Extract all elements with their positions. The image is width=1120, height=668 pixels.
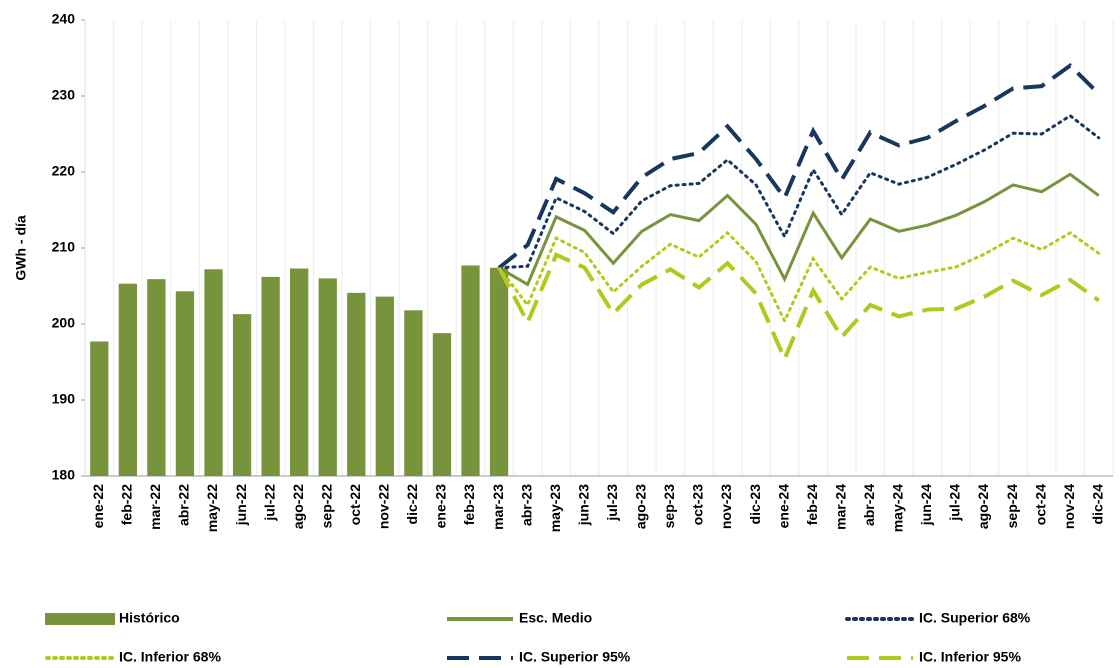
bar bbox=[347, 292, 366, 476]
x-tick-label: sep-22 bbox=[318, 484, 334, 529]
y-tick-label: 240 bbox=[52, 11, 76, 27]
x-tick-label: abr-23 bbox=[518, 484, 534, 526]
legend-label: IC. Superior 68% bbox=[919, 610, 1031, 626]
legend-swatch bbox=[45, 613, 115, 625]
x-tick-label: nov-24 bbox=[1061, 484, 1077, 529]
x-tick-label: ene-24 bbox=[775, 484, 791, 529]
x-tick-label: may-22 bbox=[204, 484, 220, 532]
bar bbox=[147, 279, 166, 476]
legend-label: Histórico bbox=[119, 610, 180, 626]
x-tick-label: mar-23 bbox=[490, 484, 506, 530]
x-tick-label: jun-24 bbox=[918, 484, 934, 526]
legend-label: Esc. Medio bbox=[519, 610, 592, 626]
bar bbox=[232, 314, 252, 476]
x-tick-label: abr-22 bbox=[176, 484, 192, 526]
line bbox=[497, 62, 1101, 270]
x-tick-label: abr-24 bbox=[861, 484, 877, 526]
bar bbox=[261, 276, 280, 476]
x-tick-label: ago-24 bbox=[975, 484, 991, 529]
x-tick-label: oct-22 bbox=[347, 484, 363, 525]
x-tick-label: may-23 bbox=[547, 484, 563, 532]
x-tick-label: mar-22 bbox=[147, 484, 163, 530]
line bbox=[498, 172, 1100, 287]
x-tick-label: nov-23 bbox=[718, 484, 734, 529]
y-tick-label: 230 bbox=[52, 87, 76, 103]
bar bbox=[290, 268, 309, 476]
x-tick-label: ago-22 bbox=[290, 484, 306, 529]
x-tick-label: sep-24 bbox=[1004, 484, 1020, 529]
bar bbox=[489, 267, 509, 476]
x-tick-label: ene-23 bbox=[433, 484, 449, 529]
bar bbox=[432, 333, 452, 476]
line bbox=[497, 252, 1100, 365]
y-tick-label: 200 bbox=[52, 315, 76, 331]
x-tick-label: may-24 bbox=[890, 484, 906, 532]
x-tick-label: dic-24 bbox=[1089, 484, 1105, 525]
x-tick-label: ago-23 bbox=[633, 484, 649, 529]
x-tick-label: oct-24 bbox=[1032, 484, 1048, 525]
x-tick-label: feb-23 bbox=[461, 484, 477, 525]
x-tick-label: mar-24 bbox=[832, 484, 848, 530]
bar bbox=[404, 310, 423, 476]
y-tick-label: 210 bbox=[52, 239, 76, 255]
bar bbox=[204, 269, 223, 476]
x-tick-label: jun-23 bbox=[575, 484, 591, 526]
bar bbox=[90, 341, 109, 476]
x-tick-label: jul-23 bbox=[604, 484, 620, 522]
x-tick-label: dic-22 bbox=[404, 484, 420, 525]
legend-label: IC. Superior 95% bbox=[519, 649, 631, 665]
y-tick-label: 190 bbox=[52, 391, 76, 407]
legend-label: IC. Inferior 95% bbox=[919, 649, 1021, 665]
x-tick-label: dic-23 bbox=[747, 484, 763, 525]
legend-label: IC. Inferior 68% bbox=[119, 649, 221, 665]
bar bbox=[175, 291, 195, 476]
y-tick-label: 220 bbox=[52, 163, 76, 179]
bar bbox=[461, 265, 480, 476]
x-tick-label: jul-24 bbox=[947, 484, 963, 522]
bar bbox=[375, 296, 394, 476]
y-axis-label: GWh - día bbox=[13, 215, 29, 281]
x-tick-label: jul-22 bbox=[261, 484, 277, 522]
x-tick-label: oct-23 bbox=[690, 484, 706, 525]
bar bbox=[118, 283, 137, 476]
x-tick-label: sep-23 bbox=[661, 484, 677, 529]
x-tick-label: feb-24 bbox=[804, 484, 820, 525]
x-tick-label: feb-22 bbox=[119, 484, 135, 525]
bar bbox=[318, 278, 337, 476]
x-tick-label: jun-22 bbox=[233, 484, 249, 526]
y-tick-label: 180 bbox=[52, 467, 76, 483]
line bbox=[497, 230, 1101, 325]
x-tick-label: nov-22 bbox=[376, 484, 392, 529]
x-tick-label: ene-22 bbox=[90, 484, 106, 529]
